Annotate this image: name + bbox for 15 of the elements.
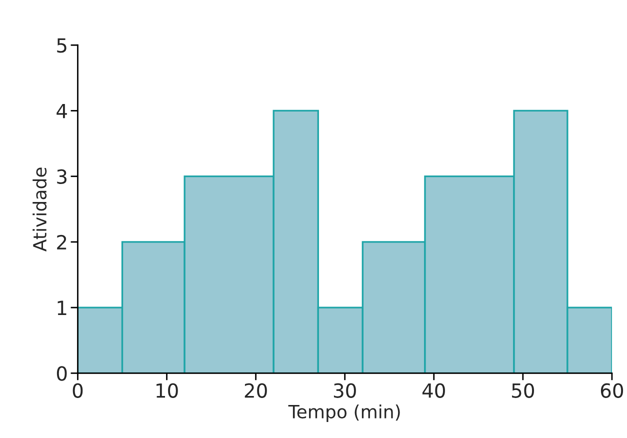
x-tick-label: 50 bbox=[512, 383, 534, 398]
y-axis-title: Atividade bbox=[32, 168, 47, 252]
y-tick-label: 3 bbox=[57, 169, 66, 184]
y-tick-label: 4 bbox=[56, 104, 67, 118]
x-tick-label: 40 bbox=[422, 383, 445, 398]
y-tick-label: 0 bbox=[56, 366, 67, 381]
x-tick-label: 0 bbox=[72, 383, 83, 398]
y-tick-label: 5 bbox=[57, 38, 66, 53]
y-tick-label: 1 bbox=[58, 300, 66, 315]
x-tick-label: 60 bbox=[600, 383, 624, 398]
x-tick-label: 20 bbox=[244, 383, 267, 398]
y-tick-label: 2 bbox=[57, 234, 66, 250]
x-axis-title: Tempo (min) bbox=[288, 404, 400, 422]
x-tick-label: 10 bbox=[156, 383, 178, 398]
x-tick-label: 30 bbox=[334, 383, 356, 398]
